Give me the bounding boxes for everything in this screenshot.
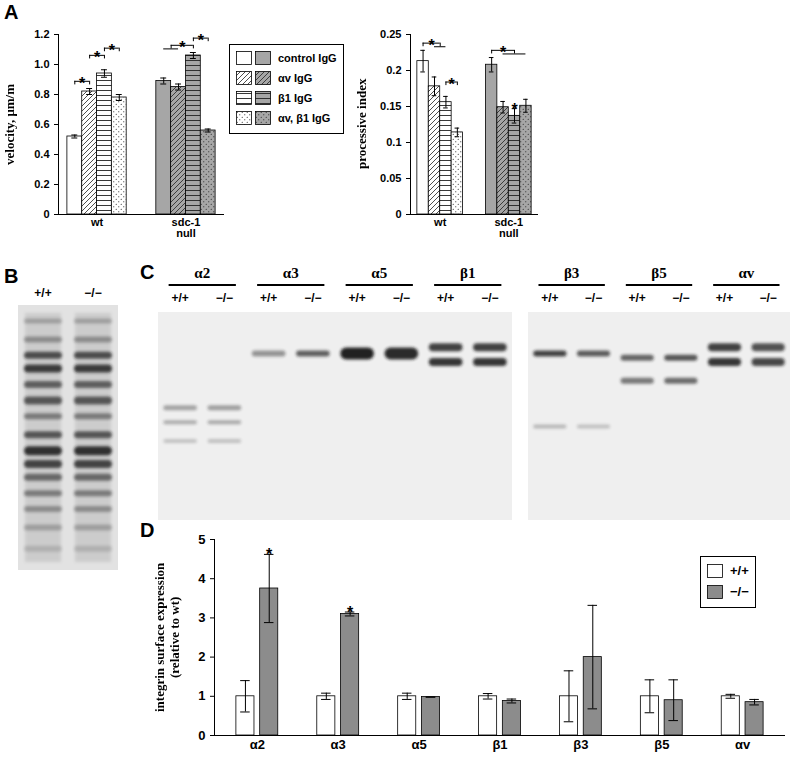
svg-text:−/−: −/− <box>759 291 776 305</box>
svg-text:5: 5 <box>198 532 205 547</box>
svg-text:αv: αv <box>735 737 751 752</box>
svg-text:β3: β3 <box>564 265 579 281</box>
svg-text:+/+: +/+ <box>348 291 365 305</box>
svg-text:wt: wt <box>433 216 447 228</box>
svg-text:sdc-1null: sdc-1null <box>172 216 201 239</box>
html-text:A: A <box>4 1 19 23</box>
svg-text:α5: α5 <box>411 737 426 752</box>
svg-text:α3: α3 <box>283 265 299 281</box>
svg-text:+/+: +/+ <box>260 291 277 305</box>
svg-text:0.2: 0.2 <box>34 178 49 190</box>
svg-text:α5: α5 <box>371 265 387 281</box>
svg-text:β5: β5 <box>654 737 669 752</box>
svg-text:−/−: −/− <box>481 291 498 305</box>
svg-text:*: * <box>198 32 205 49</box>
svg-text:*: * <box>511 101 518 118</box>
svg-text:2: 2 <box>198 649 205 664</box>
html-text:αv, β1 IgG: αv, β1 IgG <box>278 112 331 124</box>
svg-text:−/−: −/− <box>585 291 602 305</box>
svg-text:−/−: −/− <box>393 291 410 305</box>
svg-text:0.25: 0.25 <box>380 28 401 40</box>
svg-text:0.1: 0.1 <box>386 136 401 148</box>
svg-text:*: * <box>449 76 456 93</box>
html-text:C: C <box>140 261 155 283</box>
svg-text:β1: β1 <box>492 737 507 752</box>
svg-text:0: 0 <box>198 728 205 743</box>
svg-text:−/−: −/− <box>672 291 689 305</box>
svg-text:0: 0 <box>43 208 49 220</box>
html-text:integrin surface expression (r: integrin surface expression (relative to… <box>152 562 182 712</box>
svg-text:α2: α2 <box>194 265 210 281</box>
svg-text:4: 4 <box>198 571 206 586</box>
svg-text:1: 1 <box>198 688 205 703</box>
svg-text:*: * <box>179 39 186 56</box>
html-text:control IgG: control IgG <box>278 52 337 64</box>
svg-text:*: * <box>79 75 86 92</box>
svg-text:0.2: 0.2 <box>386 64 401 76</box>
html-text:αv IgG: αv IgG <box>278 72 313 84</box>
svg-text:0.6: 0.6 <box>34 118 49 130</box>
svg-text:3: 3 <box>198 610 205 625</box>
svg-text:β3: β3 <box>573 737 588 752</box>
html-text:β1 IgG: β1 IgG <box>278 92 313 104</box>
svg-text:β5: β5 <box>651 265 666 281</box>
svg-text:*: * <box>266 546 273 563</box>
svg-text:αv: αv <box>738 265 754 281</box>
svg-text:+/+: +/+ <box>628 291 645 305</box>
html-text:D: D <box>140 519 155 541</box>
svg-text:wt: wt <box>90 216 104 228</box>
svg-text:*: * <box>347 604 354 621</box>
svg-text:1.2: 1.2 <box>34 28 49 40</box>
html-text:B: B <box>4 265 19 287</box>
svg-text:+/+: +/+ <box>171 291 188 305</box>
svg-text:α2: α2 <box>250 737 265 752</box>
svg-text:−/−: −/− <box>84 286 101 300</box>
svg-text:−/−: −/− <box>216 291 233 305</box>
svg-text:−/−: −/− <box>304 291 321 305</box>
svg-text:0.8: 0.8 <box>34 88 49 100</box>
svg-text:0.15: 0.15 <box>380 100 401 112</box>
svg-text:+/+: +/+ <box>34 286 51 300</box>
html-text:velocity, μm/m: velocity, μm/m <box>2 83 17 165</box>
svg-text:0.05: 0.05 <box>380 172 401 184</box>
svg-text:1.0: 1.0 <box>34 58 49 70</box>
svg-text:α3: α3 <box>331 737 346 752</box>
svg-text:*: * <box>109 42 116 59</box>
svg-text:*: * <box>500 44 507 61</box>
svg-text:+/+: +/+ <box>541 291 558 305</box>
svg-text:+/+: +/+ <box>437 291 454 305</box>
svg-text:0.4: 0.4 <box>34 148 50 160</box>
svg-text:β1: β1 <box>460 265 475 281</box>
svg-text:+/+: +/+ <box>716 291 733 305</box>
svg-text:*: * <box>94 49 101 66</box>
svg-text:sdc-1null: sdc-1null <box>494 216 523 239</box>
html-text:processive index: processive index <box>354 78 369 170</box>
svg-text:0: 0 <box>395 208 401 220</box>
svg-text:*: * <box>429 37 436 54</box>
